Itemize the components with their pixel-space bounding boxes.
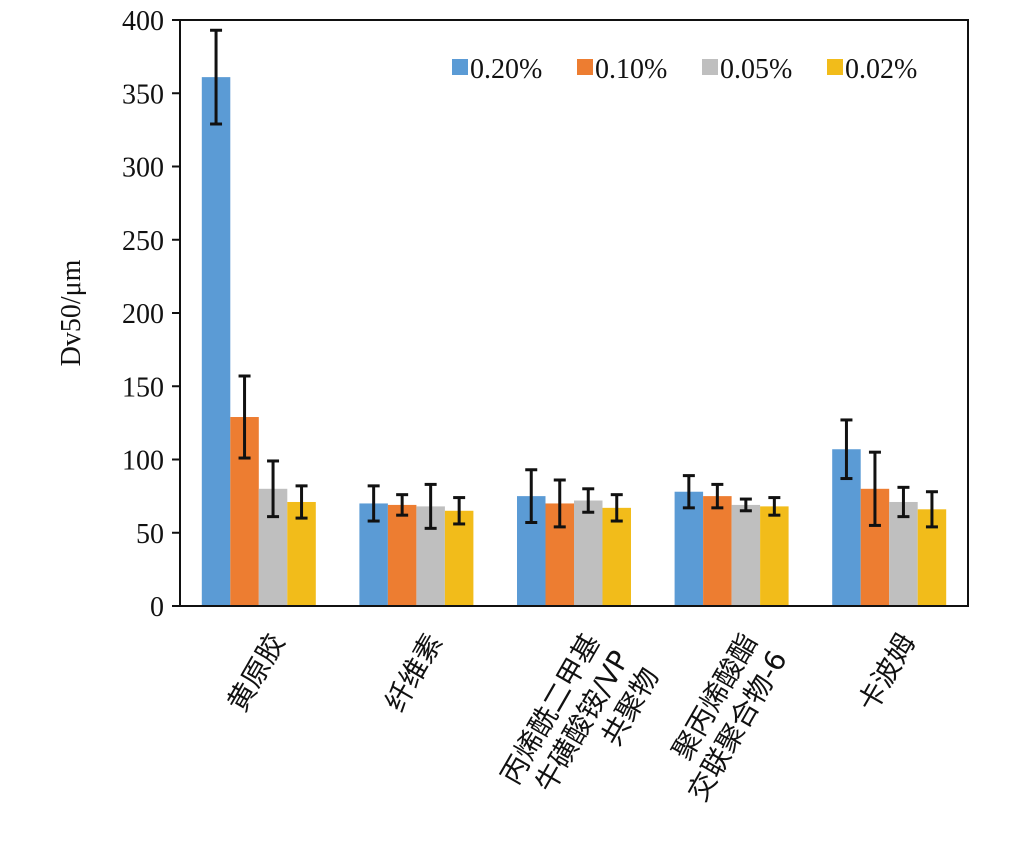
x-category-label-line: 纤维素: [379, 628, 450, 717]
bar-0_05pct-3: [731, 504, 761, 606]
y-axis-title: Dv50/μm: [56, 259, 87, 366]
y-tick-label: 150: [122, 372, 164, 403]
x-category-label-line: 卡波姆: [851, 628, 922, 717]
x-category-label: 聚丙烯酸酯交联聚合物-6: [652, 628, 794, 807]
legend-label: 0.20%: [470, 54, 542, 85]
legend-label: 0.05%: [720, 54, 792, 85]
x-category-label-line: 黄原胶: [221, 628, 292, 717]
bar-0_02pct-2: [602, 507, 631, 606]
bar-0_10pct-3: [703, 496, 732, 606]
bar-0_02pct-1: [444, 510, 474, 606]
legend-label: 0.10%: [595, 54, 667, 85]
x-category-label: 卡波姆: [851, 628, 922, 717]
x-category-label: 丙烯酰二甲基牛磺酸铵/VP共聚物: [494, 628, 665, 824]
bar-0_20pct-3: [674, 491, 704, 606]
bar-0_20pct-0: [201, 77, 231, 606]
x-category-label: 黄原胶: [221, 628, 292, 717]
bar-series-group: [201, 77, 947, 606]
bar-0_10pct-1: [387, 504, 417, 606]
legend-swatch: [452, 59, 468, 75]
error-bar-group: [210, 28, 938, 530]
bar-0_05pct-4: [889, 501, 918, 606]
x-category-label: 纤维素: [379, 628, 450, 717]
bar-0_02pct-3: [760, 506, 789, 606]
y-tick-label: 200: [122, 299, 164, 330]
y-tick-label: 300: [122, 153, 164, 184]
bar-0_05pct-2: [574, 500, 603, 606]
legend-label: 0.02%: [845, 54, 917, 85]
plot-frame: [179, 19, 969, 607]
y-tick-label: 0: [150, 592, 164, 623]
legend-swatch: [827, 59, 843, 75]
y-tick-label: 100: [122, 446, 164, 477]
legend: 0.20% 0.10% 0.05% 0.02%: [452, 54, 917, 85]
legend-swatch: [702, 59, 718, 75]
x-axis-category-labels: 黄原胶 纤维素 丙烯酰二甲基牛磺酸铵/VP共聚物 聚丙烯酸酯交联聚合物-6 卡波姆: [221, 628, 922, 824]
y-tick-label: 400: [122, 6, 164, 37]
y-axis: 0 50 100 150 200 250 300 350 400: [122, 6, 180, 623]
y-tick-label: 250: [122, 226, 164, 257]
y-tick-label: 350: [122, 79, 164, 110]
legend-swatch: [577, 59, 593, 75]
y-tick-label: 50: [136, 519, 164, 550]
